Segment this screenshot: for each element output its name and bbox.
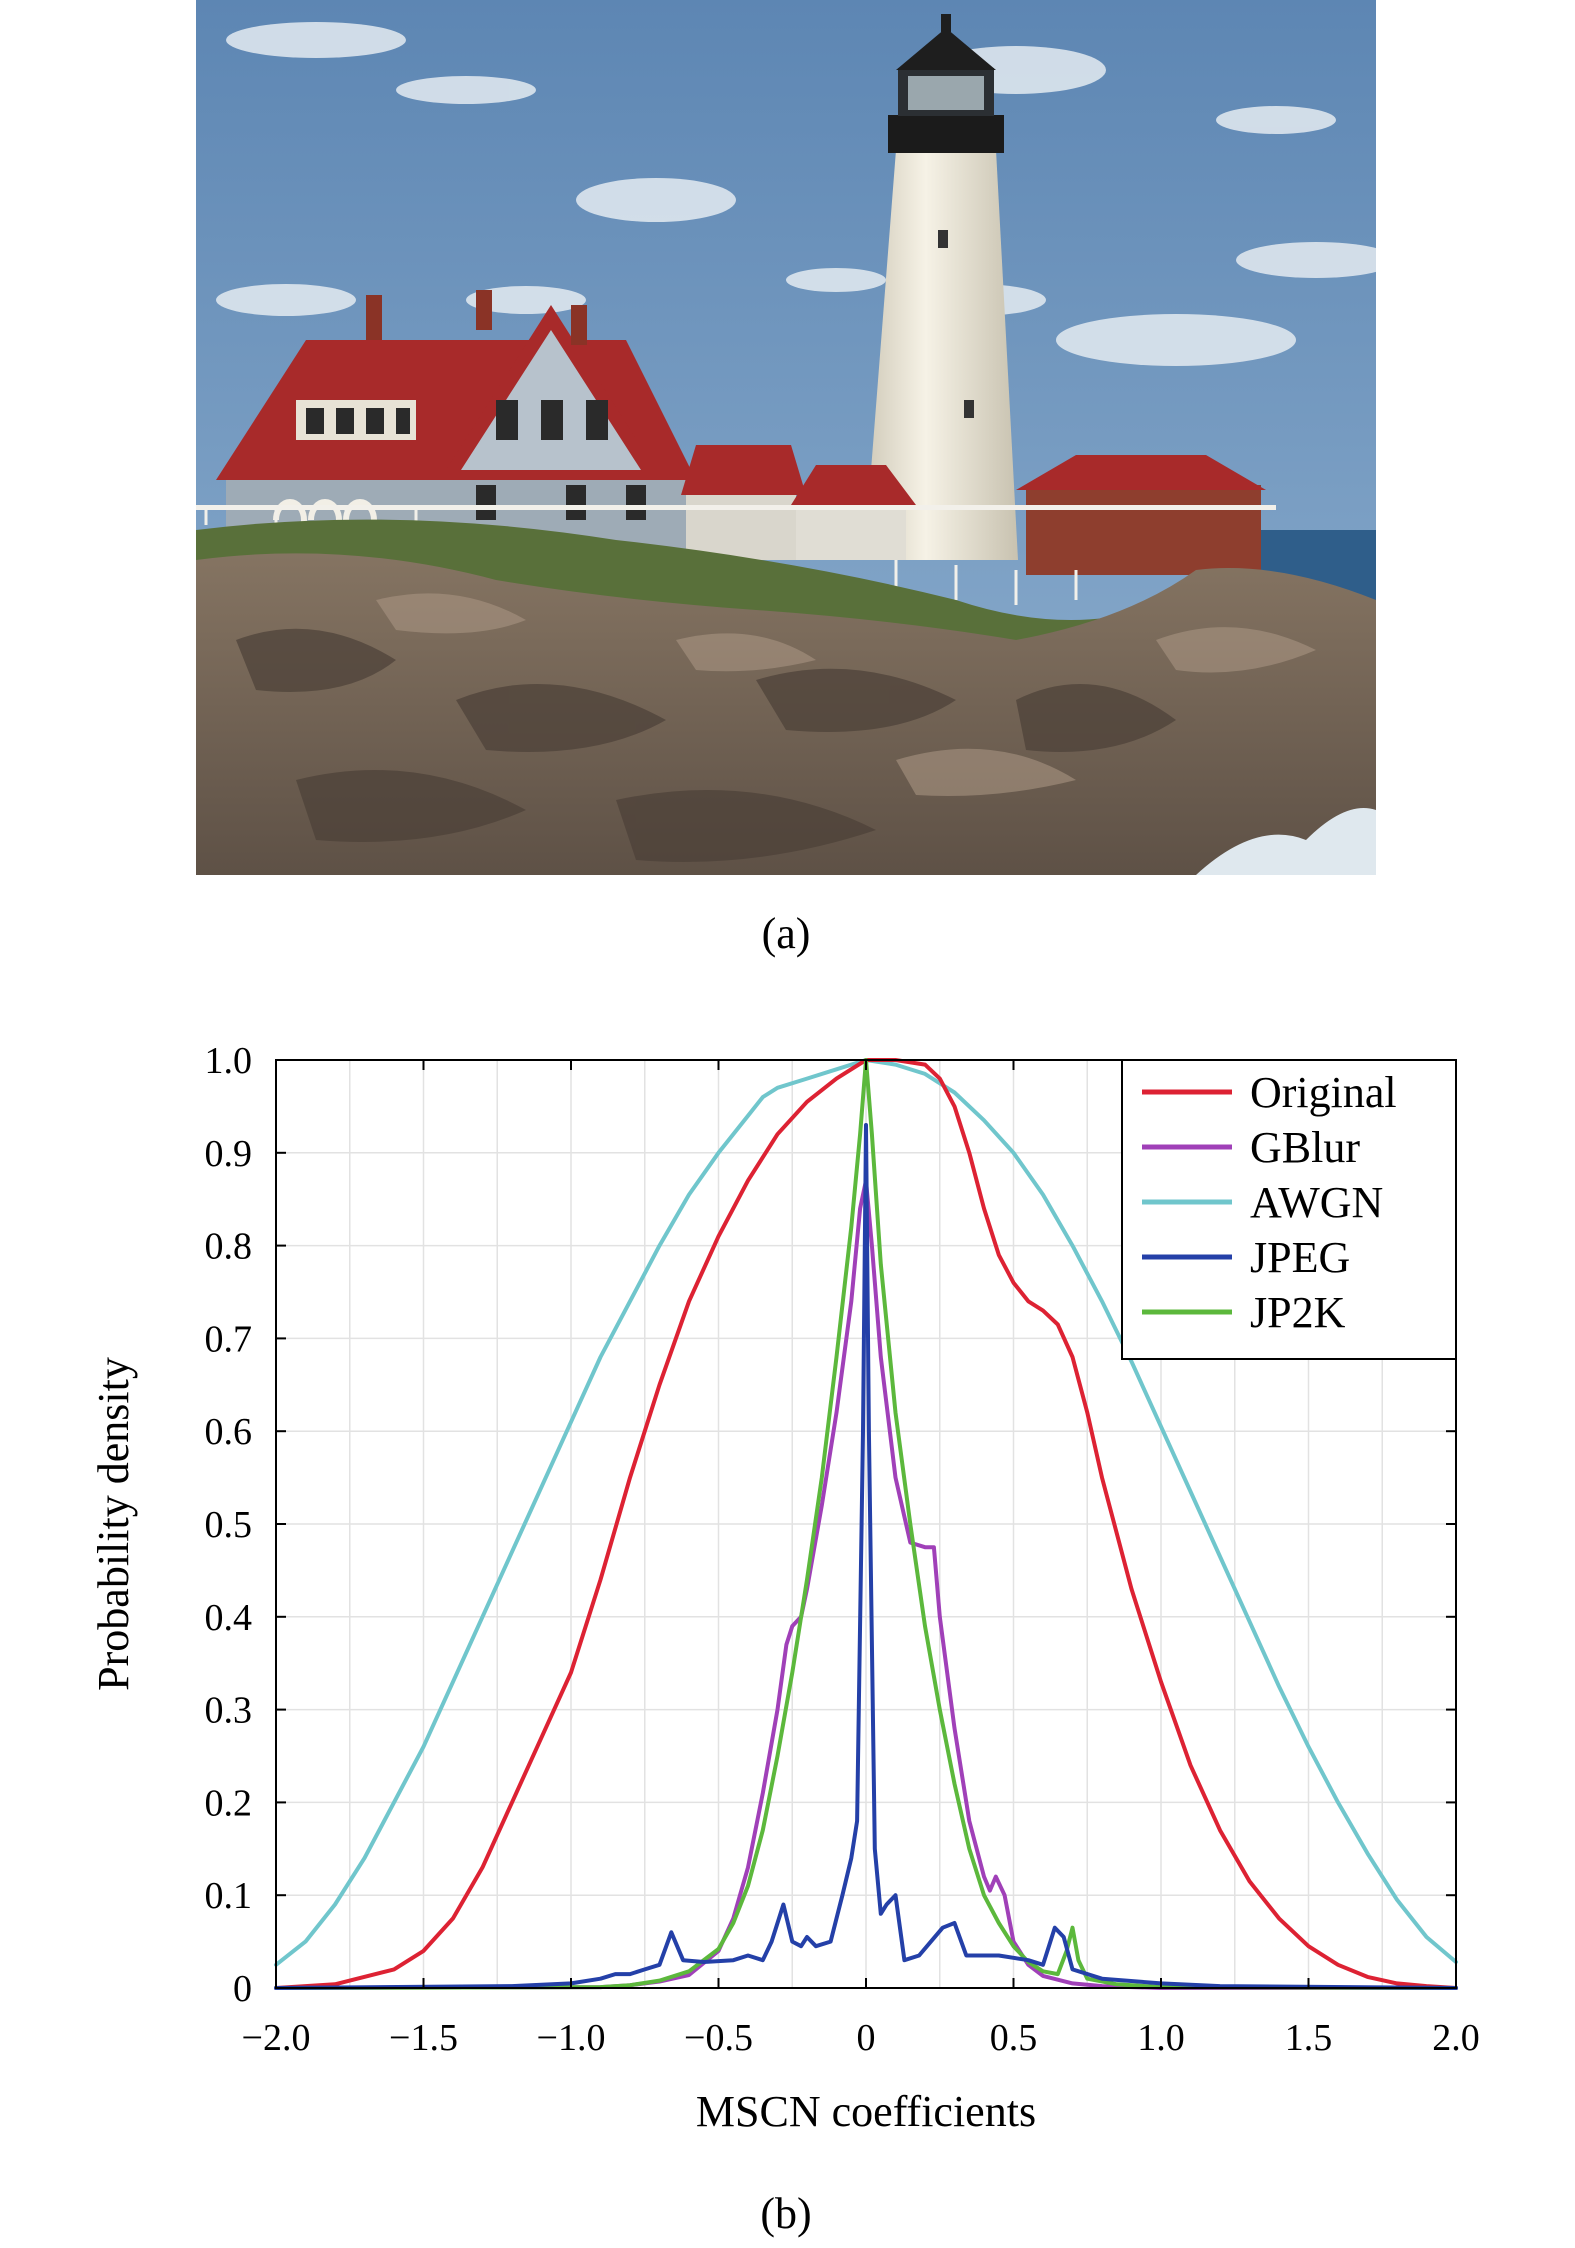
series-lines — [274, 1058, 1458, 1990]
x-tick-label: −1.0 — [537, 2017, 606, 2059]
lighthouse-photo — [196, 0, 1376, 875]
x-tick-label: −1.5 — [389, 2017, 458, 2059]
series-line-gblur — [274, 1178, 1458, 1990]
x-tick-label: 2.0 — [1432, 2017, 1480, 2059]
y-tick-label: 0.1 — [205, 1875, 253, 1917]
series-line-jpeg — [274, 1123, 1458, 1990]
x-axis-title: MSCN coefficients — [696, 2087, 1036, 2136]
x-tick-label: 0 — [857, 2017, 876, 2059]
y-tick-label: 0.9 — [205, 1133, 253, 1175]
legend-label-gblur: GBlur — [1250, 1123, 1360, 1172]
legend-label-jpeg: JPEG — [1250, 1233, 1350, 1282]
y-tick-label: 0 — [233, 1968, 252, 2010]
x-tick-label: 1.0 — [1137, 2017, 1185, 2059]
series-line-jp2k — [274, 1058, 1458, 1990]
mscn-chart: −2.0 −1.5 −1.0 −0.5 0 0.5 1.0 1.5 2.0 0 0.1 0.2 0.3 0… — [0, 1000, 1575, 2180]
mscn-chart-svg: −2.0 −1.5 −1.0 −0.5 0 0.5 1.0 1.5 2.0 0 0.1 0.2 0.3 0… — [89, 1040, 1480, 2136]
y-tick-label: 0.4 — [205, 1597, 253, 1639]
x-tick-label: −2.0 — [242, 2017, 311, 2059]
caption-a: (a) — [761, 909, 811, 958]
legend: Original GBlur AWGN JPEG JP2K — [1121, 1059, 1457, 1360]
y-tick-label: 0.7 — [205, 1318, 253, 1360]
x-tick-label: 0.5 — [990, 2017, 1038, 2059]
y-tick-label: 0.6 — [205, 1411, 253, 1453]
legend-box — [1121, 1059, 1457, 1360]
y-tick-label: 0.8 — [205, 1226, 253, 1268]
legend-label-original: Original — [1250, 1068, 1397, 1117]
x-tick-label: −0.5 — [684, 2017, 753, 2059]
legend-label-awgn: AWGN — [1250, 1178, 1383, 1227]
series-line-awgn — [274, 1058, 1458, 1967]
caption-b: (b) — [760, 2189, 812, 2238]
legend-label-jp2k: JP2K — [1250, 1288, 1346, 1337]
y-tick-label: 0.2 — [205, 1782, 253, 1824]
y-tick-label: 1.0 — [205, 1040, 253, 1082]
series-line-original — [274, 1058, 1458, 1990]
y-tick-label: 0.3 — [205, 1690, 253, 1732]
axis-ticks: −2.0 −1.5 −1.0 −0.5 0 0.5 1.0 1.5 2.0 0 0.1 0.2 0.3 0… — [205, 1040, 1480, 2059]
y-axis-title: Probability density — [89, 1357, 138, 1691]
lighthouse-photo-illustration — [196, 0, 1376, 875]
x-tick-label: 1.5 — [1285, 2017, 1333, 2059]
y-tick-label: 0.5 — [205, 1504, 253, 1546]
